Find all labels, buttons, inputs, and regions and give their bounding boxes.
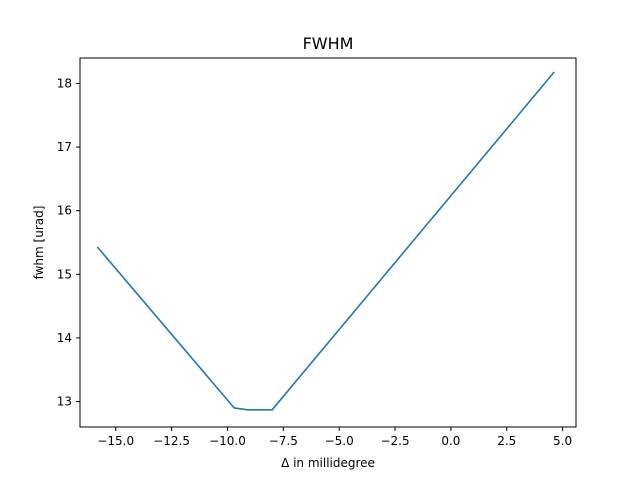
fwhm-series-line xyxy=(96,71,555,411)
x-tick-label: −2.5 xyxy=(380,434,409,448)
y-tick-label: 15 xyxy=(57,267,72,281)
y-tick-label: 14 xyxy=(57,331,72,345)
x-tick-label: −7.5 xyxy=(269,434,298,448)
x-axis: −15.0 −12.5 −10.0 −7.5 −5.0 −2.5 0.0 2.5 5.0 xyxy=(97,427,572,448)
y-tick-label: 17 xyxy=(57,140,72,154)
x-axis-label: Δ in millidegree xyxy=(281,456,375,470)
y-tick-label: 13 xyxy=(57,395,72,409)
x-tick-label: −12.5 xyxy=(153,434,190,448)
y-axis: 13 14 15 16 17 18 xyxy=(57,76,80,409)
x-tick-label: −15.0 xyxy=(97,434,134,448)
chart-title: FWHM xyxy=(303,34,354,53)
axes-frame xyxy=(79,57,577,428)
x-tick-label: 0.0 xyxy=(441,434,460,448)
plot-area xyxy=(96,71,555,411)
x-tick-label: 5.0 xyxy=(553,434,572,448)
x-tick-label: 2.5 xyxy=(497,434,516,448)
y-tick-label: 16 xyxy=(57,204,72,218)
y-axis-label: fwhm [urad] xyxy=(32,206,46,280)
x-tick-label: −5.0 xyxy=(325,434,354,448)
y-tick-label: 18 xyxy=(57,76,72,90)
x-tick-label: −10.0 xyxy=(209,434,246,448)
